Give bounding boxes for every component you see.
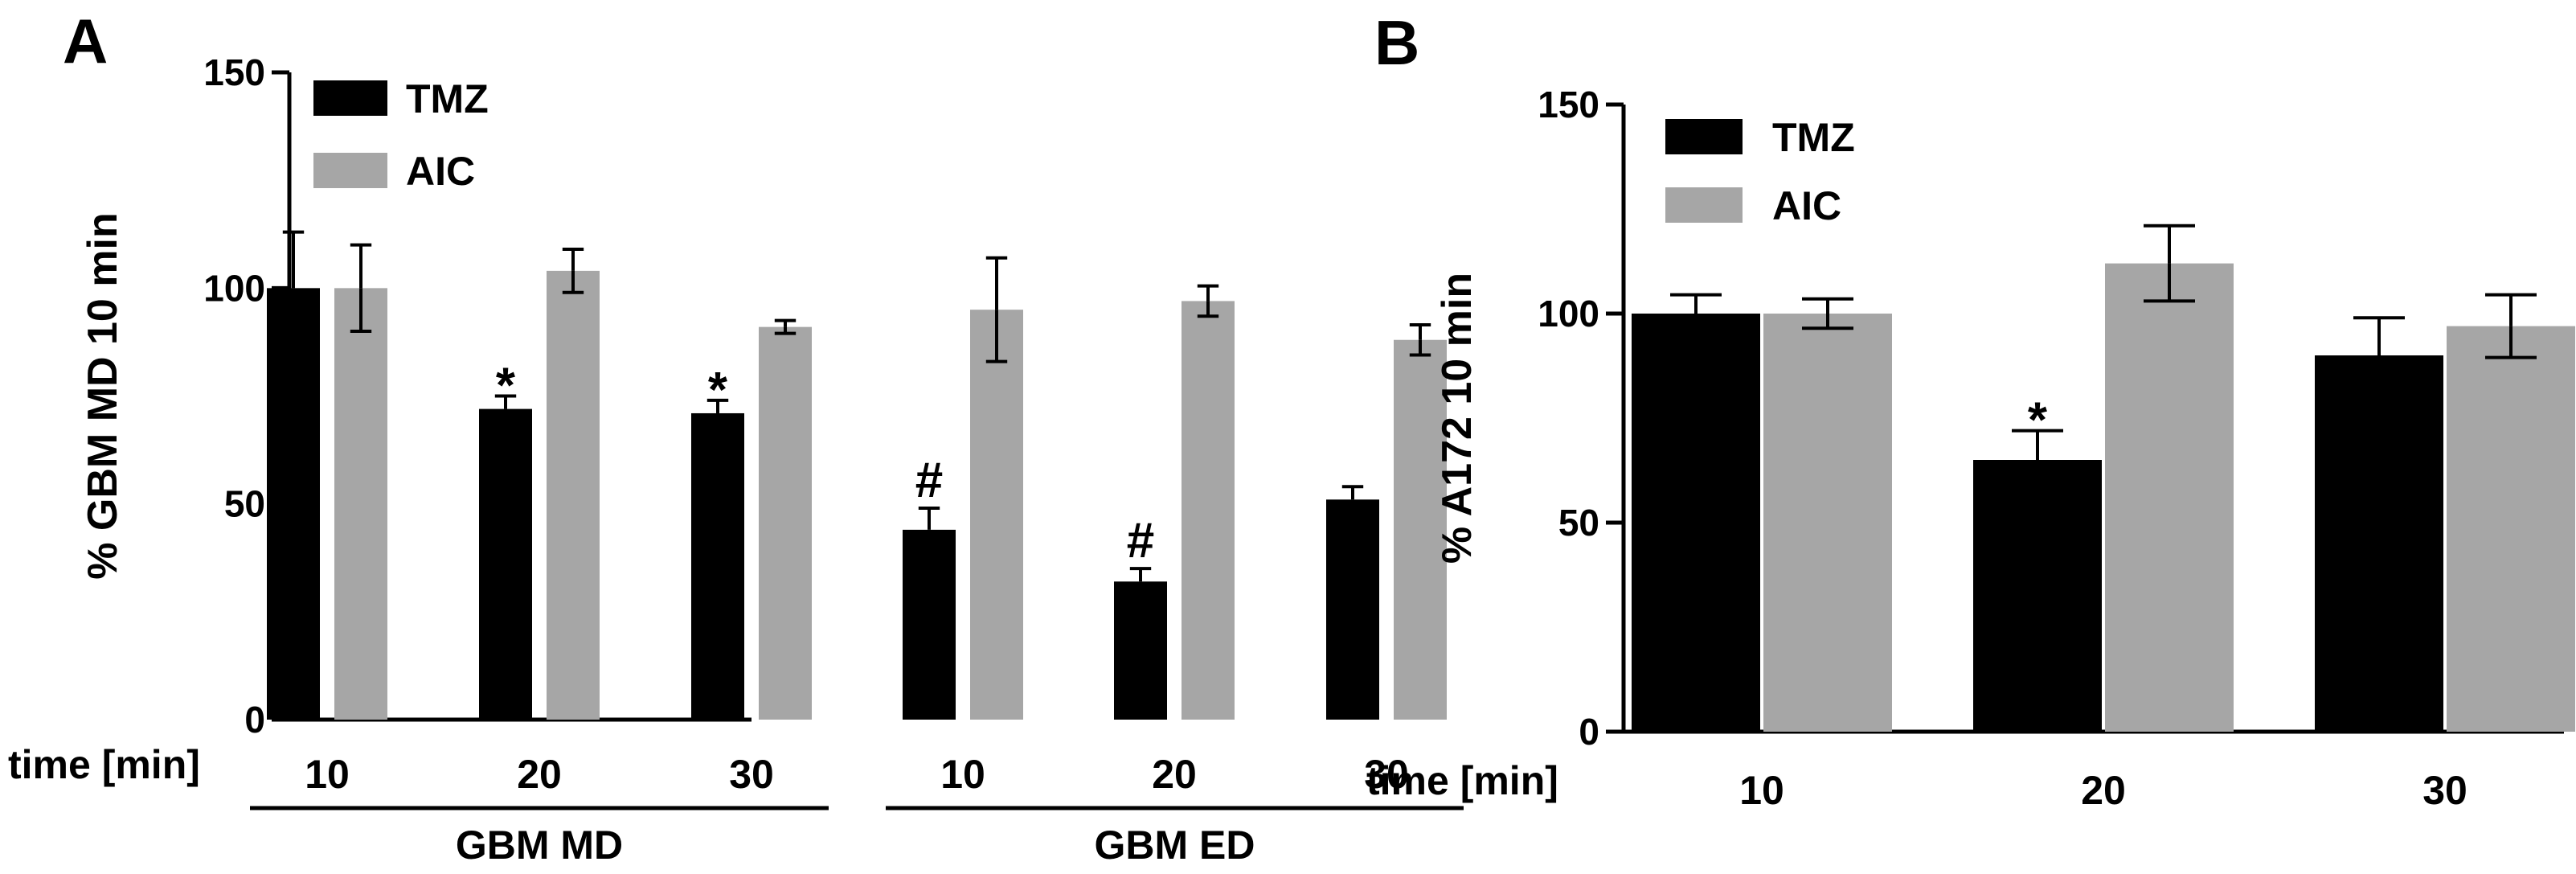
bar-tmz-4 [1114,581,1167,720]
y-tick-label: 100 [1538,293,1599,334]
x-tick-label: 20 [1152,752,1197,797]
legend-label-tmz: TMZ [1772,115,1855,160]
panel-letter: A [63,6,108,76]
bar-tmz-5 [1326,499,1379,720]
bar-aic-0 [334,288,387,720]
y-tick-label: 150 [1538,84,1599,125]
bar-aic-1 [2105,263,2234,732]
group-label: GBM ED [1095,823,1255,868]
y-axis-title: % A172 10 min [1434,273,1480,564]
significance-mark: * [496,359,516,414]
y-tick-label: 150 [203,51,265,93]
legend-swatch-aic [313,153,387,188]
legend-swatch-tmz [313,80,387,116]
x-tick-label: 30 [729,752,774,797]
bar-tmz-0 [267,288,320,720]
y-tick-label: 0 [1579,711,1599,753]
x-tick-label: 30 [2422,768,2467,813]
legend-label-aic: AIC [1772,183,1841,228]
bar-tmz-1 [479,408,532,720]
y-tick-label: 50 [1558,502,1599,544]
bar-tmz-0 [1632,314,1760,732]
significance-mark: # [915,453,943,508]
bar-tmz-1 [1973,460,2102,732]
y-tick-label: 0 [244,699,265,741]
y-tick-label: 100 [203,267,265,309]
bar-aic-2 [759,326,812,720]
x-tick-label: 10 [940,752,985,797]
legend-swatch-tmz [1665,119,1743,154]
bar-aic-1 [547,270,600,720]
x-tick-label: 10 [1739,768,1784,813]
legend-label-tmz: TMZ [406,76,489,121]
y-tick-label: 50 [224,483,265,525]
bar-aic-0 [1763,314,1892,732]
x-tick-label: 30 [1364,752,1409,797]
panel-letter: B [1374,7,1419,78]
x-axis-title: time [min] [1366,758,1558,803]
bar-tmz-2 [691,412,744,720]
bar-aic-5 [1394,339,1447,720]
legend-swatch-aic [1665,187,1743,223]
x-tick-label: 20 [517,752,562,797]
bar-tmz-3 [903,529,956,720]
bar-aic-4 [1182,301,1235,720]
legend-label-aic: AIC [406,149,475,194]
bar-aic-3 [970,310,1023,720]
bar-aic-2 [2447,326,2575,732]
significance-mark: * [708,363,728,418]
x-tick-label: 10 [305,752,350,797]
bar-tmz-2 [2315,355,2443,732]
group-label: GBM MD [456,823,623,868]
significance-mark: * [2028,393,2048,449]
significance-mark: # [1127,513,1154,568]
x-axis-title: time [min] [8,742,200,787]
x-tick-label: 20 [2081,768,2126,813]
y-axis-title: % GBM MD 10 min [80,212,126,580]
panel-a: A 0 50 100 150 % GBM MD 10 min * * # #10 20 30 10 20 3… [8,6,1464,868]
